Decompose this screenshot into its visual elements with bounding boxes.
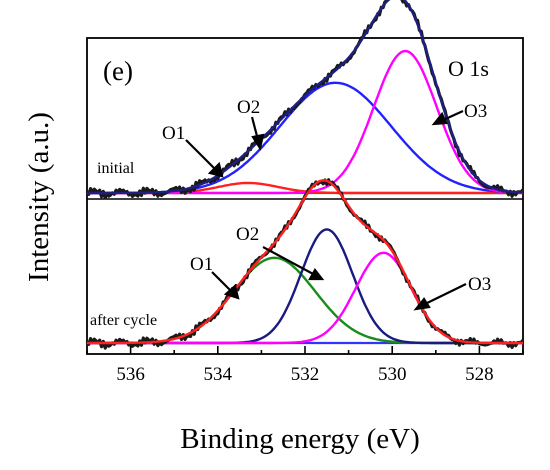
initial-envelope — [87, 0, 524, 195]
arrowhead-initial-o1 — [207, 161, 224, 178]
x-tick-label-536: 536 — [116, 364, 145, 385]
y-axis-title: Intensity (a.u.) — [23, 112, 55, 282]
arrowhead-after-o3 — [413, 297, 431, 311]
corner-label: O 1s — [448, 56, 489, 81]
annot-after-o1: O1 — [190, 254, 213, 275]
panel-initial — [85, 0, 525, 200]
x-tick-label-532: 532 — [291, 364, 320, 385]
initial-o2-peak — [87, 81, 523, 195]
x-tick-label-534: 534 — [204, 364, 233, 385]
annot-initial-o3: O3 — [464, 101, 487, 122]
initial-label: initial — [97, 160, 135, 177]
x-tick-label-530: 530 — [378, 364, 407, 385]
x-tick-label-528: 528 — [465, 364, 494, 385]
panel-after — [85, 178, 525, 350]
x-axis-title: Binding energy (eV) — [180, 423, 419, 455]
arrow-initial-o1 — [185, 139, 217, 171]
arrow-after-o2 — [262, 246, 316, 276]
arrowhead-after-o1 — [223, 283, 240, 300]
after-cycle-label: after cycle — [90, 312, 157, 329]
annotation-arrows — [185, 109, 467, 311]
annot-after-o2: O2 — [236, 224, 259, 245]
arrowhead-initial-o3 — [431, 111, 448, 126]
panel-label: (e) — [103, 56, 133, 86]
annot-after-o3: O3 — [468, 274, 491, 295]
arrowhead-initial-o2 — [251, 133, 265, 151]
arrow-after-o3 — [422, 283, 467, 306]
x-axis-ticks: 536 534 532 530 528 — [86, 346, 524, 385]
annot-initial-o2: O2 — [237, 97, 260, 118]
arrowhead-after-o2 — [308, 268, 325, 281]
annot-initial-o1: O1 — [162, 123, 185, 144]
arrow-after-o1 — [211, 271, 233, 293]
after-envelope — [87, 179, 523, 345]
